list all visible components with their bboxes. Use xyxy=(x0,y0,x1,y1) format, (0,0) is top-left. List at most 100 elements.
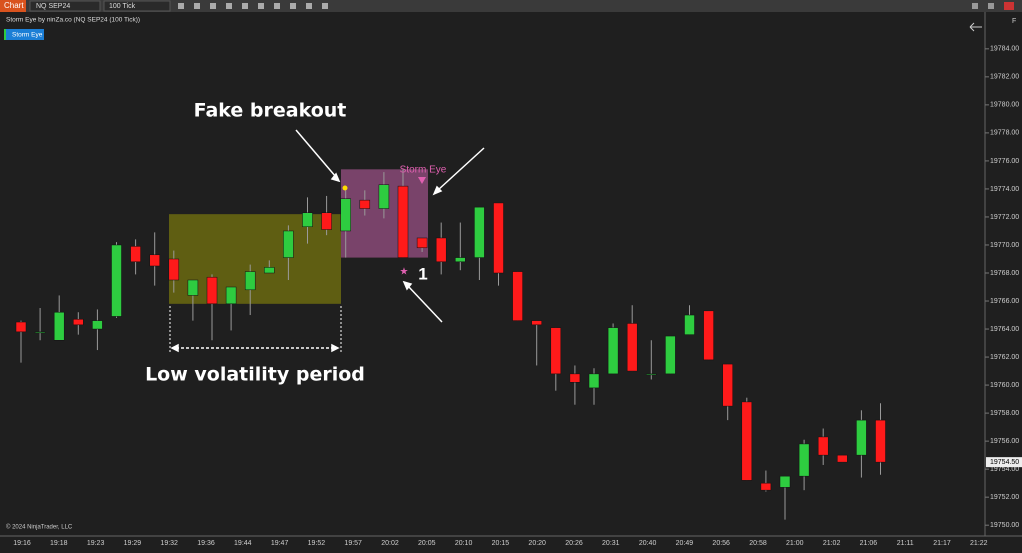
x-tick-label: 20:40 xyxy=(639,540,657,547)
instrument[interactable]: NQ SEP24 xyxy=(36,3,70,10)
y-tick-label: 19778.00 xyxy=(990,130,1019,137)
chart-tab-label[interactable]: Chart xyxy=(4,1,24,10)
back-arrow[interactable] xyxy=(969,22,982,32)
y-tick-label: 19756.00 xyxy=(990,438,1019,445)
candle-body xyxy=(264,267,275,274)
x-tick-label: 19:47 xyxy=(271,540,289,547)
last-price-tag xyxy=(986,457,1022,468)
window-buttons[interactable] xyxy=(972,2,1014,10)
storm-eye-marker xyxy=(418,177,426,184)
arrows xyxy=(169,129,485,354)
candle-body xyxy=(779,475,791,488)
candle-body xyxy=(741,401,753,481)
candle-body xyxy=(73,318,84,326)
copyright: © 2024 NinjaTrader, LLC xyxy=(6,524,73,531)
candle-body xyxy=(798,443,810,477)
y-tick-label: 19758.00 xyxy=(990,410,1019,417)
candle-body xyxy=(435,237,447,263)
candle-body xyxy=(474,206,485,258)
candle-body xyxy=(569,373,581,383)
candle-body xyxy=(225,286,237,305)
candle-body xyxy=(837,454,848,463)
y-tick-label: 19768.00 xyxy=(990,270,1019,277)
indicator-button-label[interactable]: Storm Eye xyxy=(12,32,43,39)
candle-body xyxy=(665,335,676,375)
candle-body xyxy=(856,419,867,456)
candle-body xyxy=(550,327,562,375)
x-tick-label: 20:58 xyxy=(749,540,767,547)
candle-body xyxy=(722,363,733,407)
y-tick-label: 19766.00 xyxy=(990,298,1019,305)
candle-body xyxy=(187,279,199,296)
zone xyxy=(341,169,428,258)
candle-body xyxy=(703,310,714,361)
y-tick-label: 19782.00 xyxy=(990,74,1019,81)
last-price-label: 19754.50 xyxy=(990,459,1019,466)
x-tick-label: 19:18 xyxy=(50,540,68,547)
x-tick-label: 20:31 xyxy=(602,540,620,547)
y-tick-label: 19784.00 xyxy=(990,46,1019,53)
y-tick-label: 19754.00 xyxy=(990,466,1019,473)
storm-eye-label: Storm Eye xyxy=(400,165,447,176)
y-tick-label: 19770.00 xyxy=(990,242,1019,249)
x-tick-label: 20:10 xyxy=(455,540,473,547)
candle-body xyxy=(130,246,141,263)
candle-body xyxy=(302,212,313,228)
candle-body xyxy=(416,237,428,249)
signal-star: ★ xyxy=(400,267,409,278)
candle-body xyxy=(53,311,65,341)
x-tick-label: 19:57 xyxy=(344,540,362,547)
interval-box[interactable] xyxy=(103,0,171,12)
toolbar xyxy=(0,0,1022,12)
x-tick-label: 21:11 xyxy=(897,540,914,547)
y-tick-label: 19774.00 xyxy=(990,186,1019,193)
interval[interactable]: 100 Tick xyxy=(109,3,136,10)
x-tick-label: 21:00 xyxy=(786,540,804,547)
plot: 19784.00 19782.00 19780.00 19778.00 19776.00… xyxy=(13,46,1019,547)
candle-body xyxy=(111,244,122,317)
y-tick-label: 19772.00 xyxy=(990,214,1019,221)
candle-body xyxy=(531,320,542,326)
x-tick-label: 20:20 xyxy=(528,540,546,547)
indicator-button[interactable] xyxy=(4,29,44,40)
candle-body xyxy=(875,419,886,463)
candle-body xyxy=(646,373,657,376)
x-tick-label: 20:56 xyxy=(712,540,730,547)
signal-dot xyxy=(342,185,348,191)
y-tick-label: 19764.00 xyxy=(990,326,1019,333)
candle-body xyxy=(493,202,504,274)
candle-body xyxy=(149,254,160,267)
x-tick-label: 21:02 xyxy=(823,540,841,547)
candle-body xyxy=(206,276,218,305)
x-tick-label: 20:26 xyxy=(565,540,583,547)
x-tick-label: 19:52 xyxy=(308,540,326,547)
candle-body xyxy=(760,482,772,491)
x-tick-label: 21:22 xyxy=(970,540,988,547)
x-tick-label: 20:05 xyxy=(418,540,436,547)
candle-body xyxy=(378,184,390,209)
chart-tab[interactable] xyxy=(0,0,26,12)
candle-body xyxy=(397,185,409,258)
x-tick-label: 19:16 xyxy=(13,540,31,547)
toolbar-icons[interactable] xyxy=(178,3,328,9)
signal-count: 1 xyxy=(418,264,427,283)
chart-header: Storm Eye by ninZa.co (NQ SEP24 (100 Tic… xyxy=(6,17,140,24)
candle-body xyxy=(15,321,27,333)
candle-body xyxy=(684,314,695,335)
y-tick-label: 19760.00 xyxy=(990,382,1019,389)
candle-body xyxy=(626,323,638,372)
candle-body xyxy=(607,327,619,375)
candle-body xyxy=(340,198,351,232)
candle-body xyxy=(455,257,466,263)
panel-button[interactable]: F xyxy=(1012,18,1016,25)
candle-body xyxy=(168,258,180,281)
annotation: Fake breakout xyxy=(194,100,347,122)
x-tick-label: 19:36 xyxy=(197,540,215,547)
x-tick-label: 21:06 xyxy=(860,540,878,547)
annotation: Low volatility period xyxy=(145,364,365,386)
x-tick-label: 19:23 xyxy=(87,540,105,547)
x-tick-label: 20:49 xyxy=(676,540,694,547)
instrument-box[interactable] xyxy=(29,0,101,12)
